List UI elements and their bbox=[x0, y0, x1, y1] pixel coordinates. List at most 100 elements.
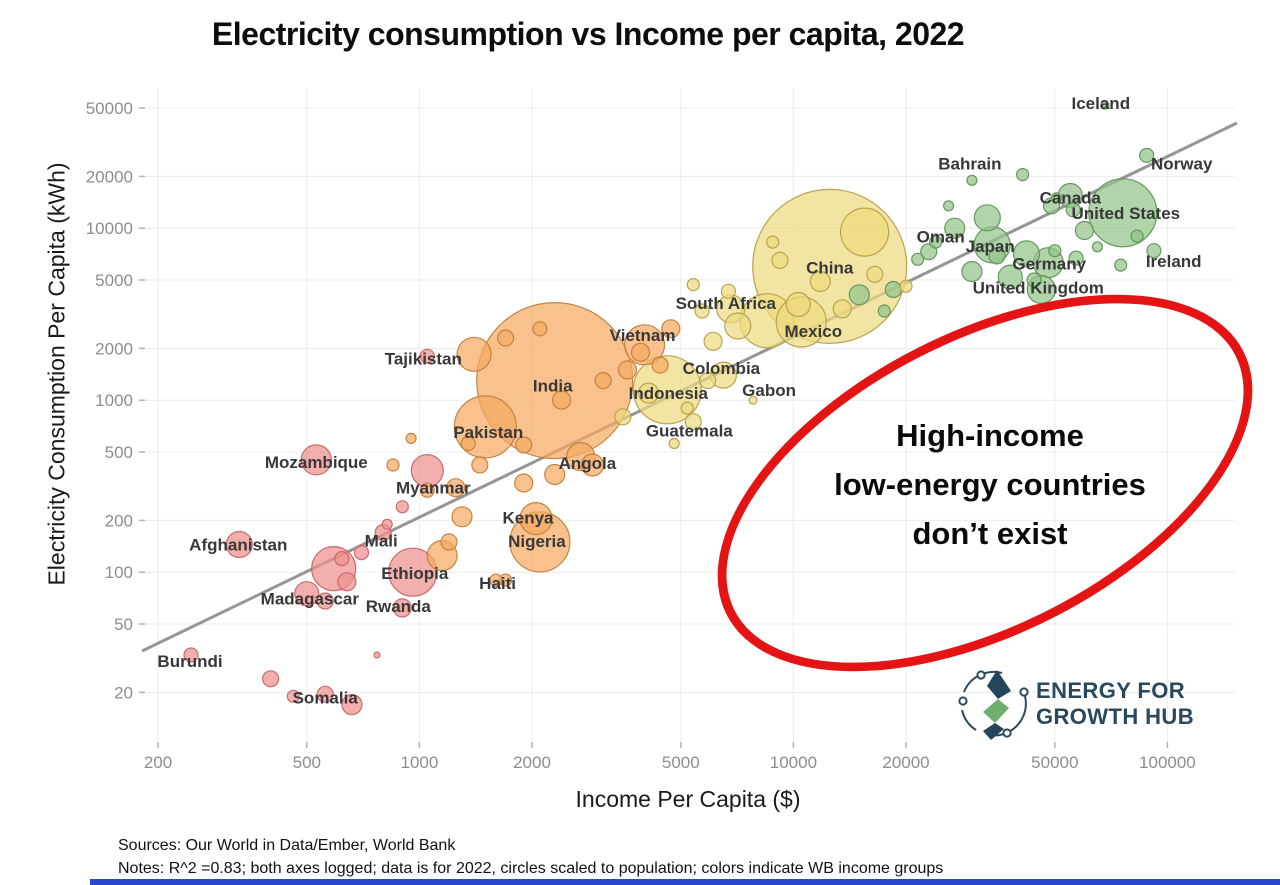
country-label-ireland: Ireland bbox=[1146, 252, 1202, 271]
country-bubble bbox=[928, 235, 943, 249]
x-tick-label: 20000 bbox=[882, 753, 929, 772]
country-bubble bbox=[381, 518, 393, 530]
country-bubble bbox=[451, 506, 473, 528]
country-bubble bbox=[386, 458, 400, 472]
country-bubble-ethiopia bbox=[388, 547, 438, 597]
country-bubble bbox=[334, 550, 350, 567]
country-bubble-norway bbox=[1139, 147, 1155, 163]
country-bubble bbox=[1015, 168, 1030, 182]
country-label-united-states: United States bbox=[1071, 204, 1180, 223]
bottom-progress-bar bbox=[90, 879, 1280, 885]
country-label-colombia: Colombia bbox=[683, 359, 761, 378]
country-bubble bbox=[337, 572, 357, 592]
y-tick-label: 20000 bbox=[86, 167, 133, 186]
country-bubble bbox=[877, 304, 891, 318]
tick-marks bbox=[139, 107, 1169, 748]
country-label-burundi: Burundi bbox=[157, 652, 222, 671]
bubbles bbox=[183, 100, 1162, 716]
annotation-text: High-income low-energy countries don’t e… bbox=[834, 411, 1146, 558]
country-bubble bbox=[532, 321, 548, 337]
y-tick-label: 10000 bbox=[86, 219, 133, 238]
country-bubble bbox=[1065, 202, 1081, 218]
x-tick-label: 100000 bbox=[1139, 753, 1196, 772]
country-bubble-mozambique bbox=[300, 444, 332, 476]
logo-orbit-dot bbox=[1002, 728, 1012, 738]
country-bubble-madagascar bbox=[294, 581, 320, 607]
country-bubble bbox=[1130, 229, 1144, 243]
country-bubble-kenya bbox=[519, 501, 553, 536]
logo-orbit-dot bbox=[958, 696, 968, 706]
country-label-japan: Japan bbox=[966, 237, 1015, 256]
country-bubble bbox=[1074, 220, 1095, 241]
country-bubble-tajikistan bbox=[419, 348, 435, 364]
country-bubble bbox=[680, 401, 694, 415]
country-bubble bbox=[848, 284, 870, 306]
country-bubble bbox=[1050, 192, 1063, 204]
country-bubble bbox=[1091, 241, 1104, 253]
country-bubble bbox=[997, 264, 1023, 290]
country-bubble bbox=[785, 291, 811, 318]
country-bubble bbox=[373, 651, 381, 659]
country-label-mexico: Mexico bbox=[784, 322, 842, 341]
country-bubble bbox=[661, 319, 681, 339]
country-label-guatemala: Guatemala bbox=[646, 422, 733, 441]
country-label-germany: Germany bbox=[1012, 255, 1086, 274]
y-tick-label: 500 bbox=[105, 443, 133, 462]
country-label-oman: Oman bbox=[917, 228, 965, 247]
y-axis-title: Electricity Consumption Per Capita (kWh) bbox=[43, 162, 70, 586]
logo-text-line-1: ENERGY FOR bbox=[1036, 678, 1186, 703]
country-label-afghanistan: Afghanistan bbox=[189, 536, 287, 555]
country-bubble bbox=[686, 278, 700, 292]
country-bubble bbox=[515, 436, 533, 454]
country-bubble bbox=[694, 303, 710, 319]
country-bubble bbox=[316, 592, 334, 610]
x-tick-label: 50000 bbox=[1031, 753, 1078, 772]
country-label-mali: Mali bbox=[365, 532, 398, 551]
country-bubble bbox=[341, 693, 363, 716]
country-bubble bbox=[551, 390, 572, 410]
y-tick-label: 1000 bbox=[95, 391, 133, 410]
y-tick-label: 200 bbox=[105, 511, 133, 530]
country-bubble bbox=[911, 252, 925, 266]
country-bubble bbox=[866, 265, 884, 283]
country-bubble bbox=[961, 260, 983, 283]
y-tick-label: 50 bbox=[114, 615, 133, 634]
country-label-nigeria: Nigeria bbox=[508, 532, 566, 551]
country-label-canada: Canada bbox=[1040, 189, 1102, 208]
country-bubble bbox=[988, 247, 1006, 265]
country-bubble bbox=[1146, 243, 1162, 259]
country-label-indonesia: Indonesia bbox=[629, 384, 709, 403]
x-tick-label: 500 bbox=[293, 753, 321, 772]
country-label-madagascar: Madagascar bbox=[261, 590, 360, 609]
country-bubble bbox=[668, 437, 680, 450]
country-bubble-guatemala bbox=[684, 413, 702, 431]
country-bubble bbox=[973, 204, 1001, 232]
country-label-vietnam: Vietnam bbox=[610, 326, 676, 345]
sources-note: Sources: Our World in Data/Ember, World … bbox=[118, 837, 456, 854]
country-bubble bbox=[489, 573, 503, 587]
country-bubble bbox=[544, 463, 566, 486]
x-tick-label: 2000 bbox=[513, 753, 551, 772]
country-bubble-rwanda bbox=[392, 598, 412, 618]
country-label-mozambique: Mozambique bbox=[265, 453, 368, 472]
country-bubble bbox=[942, 200, 955, 212]
logo-text: ENERGY FOR GROWTH HUB bbox=[1036, 678, 1194, 730]
x-tick-label: 200 bbox=[144, 753, 172, 772]
country-bubble bbox=[471, 456, 489, 474]
country-bubble-gabon bbox=[748, 395, 758, 405]
country-bubble bbox=[497, 329, 515, 347]
country-label-tajikistan: Tajikistan bbox=[385, 349, 462, 368]
country-label-myanmar: Myanmar bbox=[396, 479, 471, 498]
tick-labels: 200 500 1000 2000 5000 10000 20000 50000 100000 2… bbox=[86, 99, 1196, 772]
country-bubble bbox=[440, 533, 458, 551]
country-bubble bbox=[944, 217, 966, 239]
logo-orbit-dot bbox=[976, 670, 986, 680]
country-bubble bbox=[456, 336, 492, 372]
country-bubble bbox=[395, 500, 409, 514]
country-bubble bbox=[460, 435, 476, 452]
country-label-iceland: Iceland bbox=[1072, 94, 1131, 113]
country-bubble bbox=[594, 372, 612, 390]
country-label-ethiopia: Ethiopia bbox=[381, 564, 449, 583]
